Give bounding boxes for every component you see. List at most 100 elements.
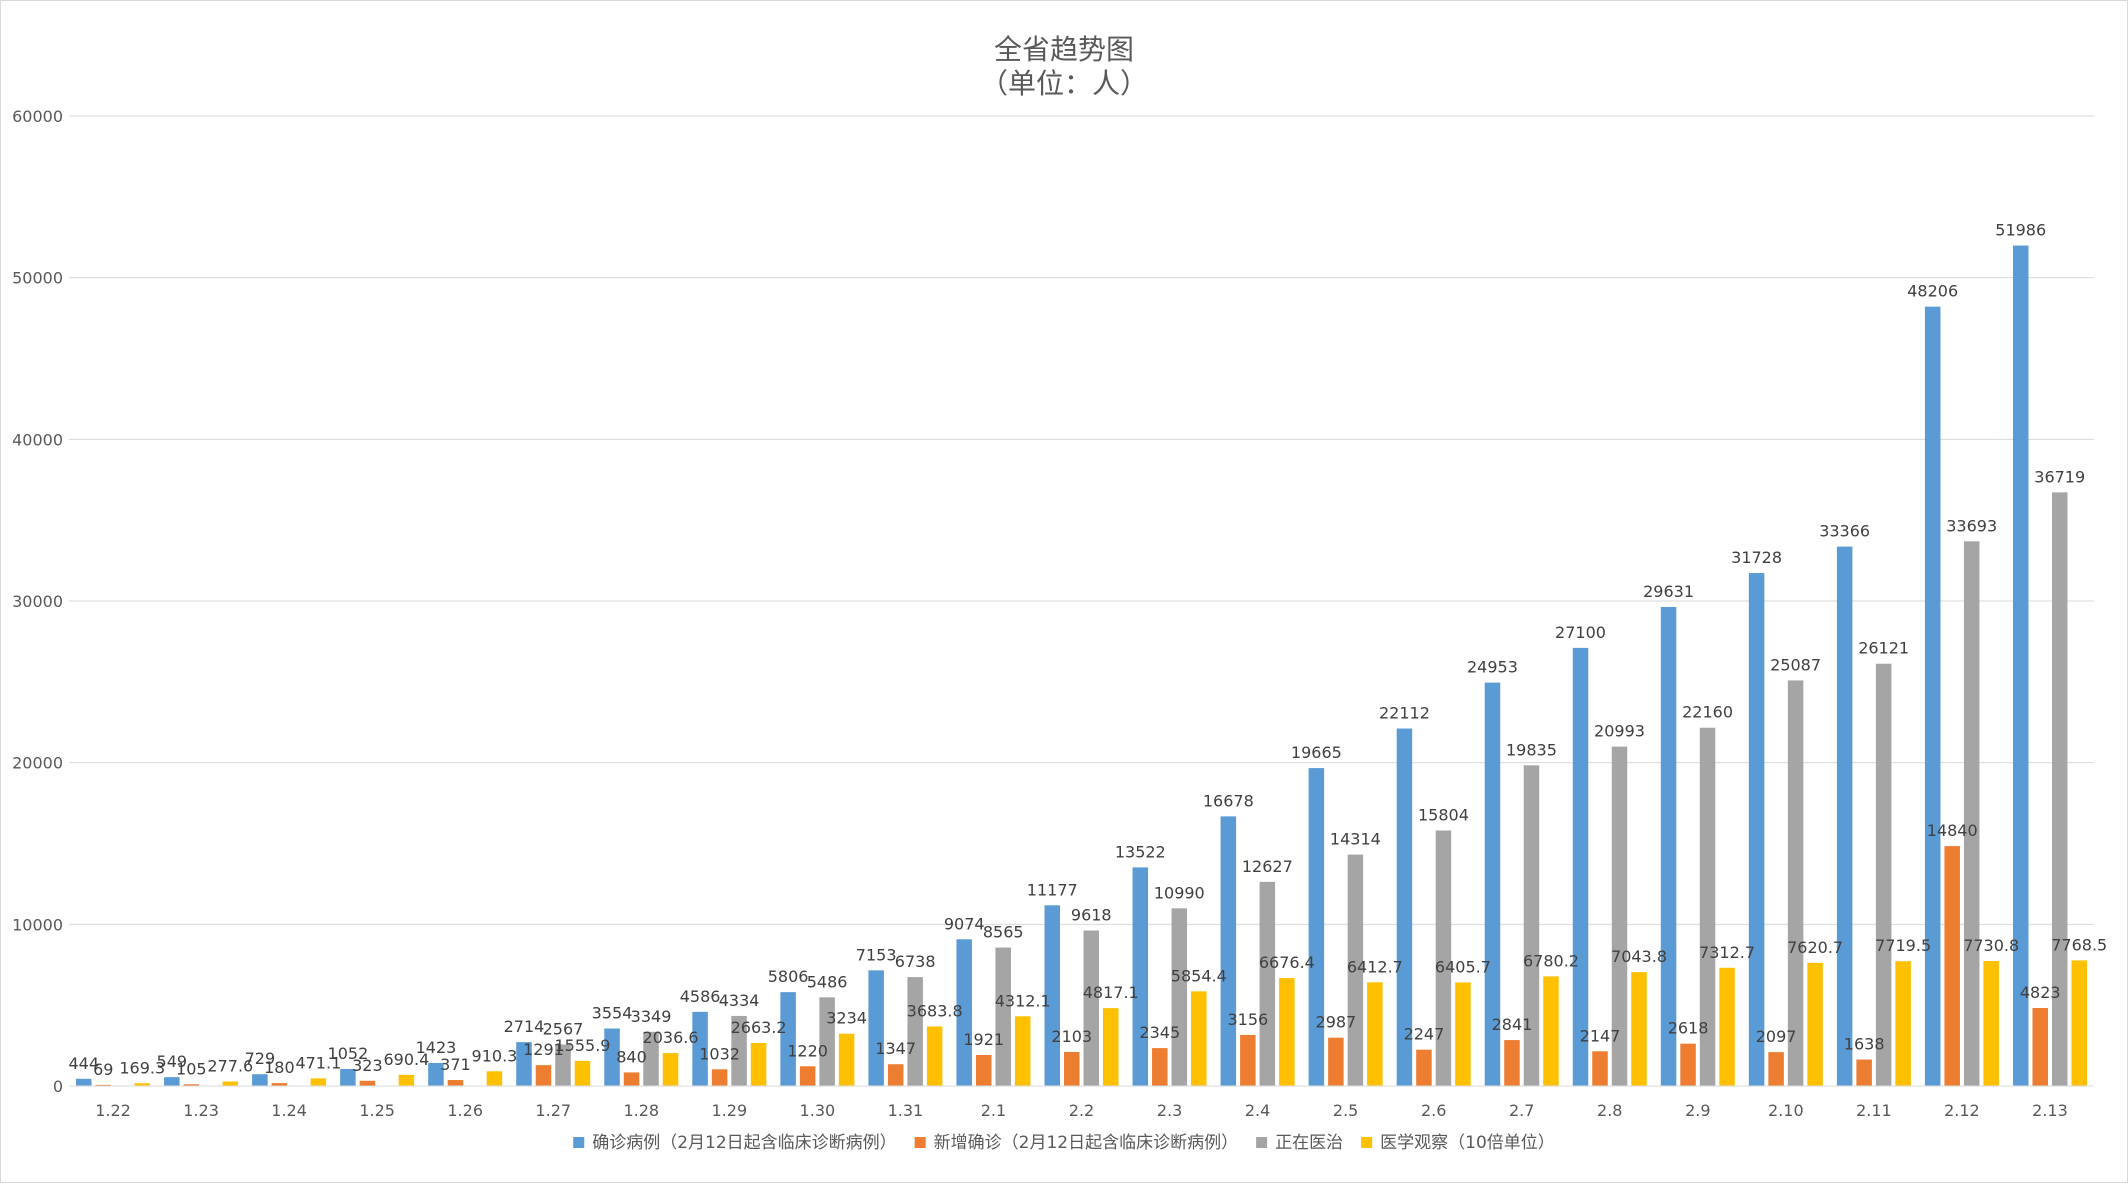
bar: [1895, 961, 1911, 1086]
bar: [1592, 1051, 1608, 1086]
bar: [1963, 541, 1980, 1086]
bar: [1699, 727, 1716, 1086]
data-label: 3683.8: [907, 1001, 963, 1020]
bar: [1083, 930, 1099, 1086]
bar: [1983, 961, 1999, 1086]
data-label: 1220: [787, 1041, 828, 1060]
data-label: 12627: [1242, 857, 1293, 876]
data-label: 2103: [1051, 1027, 1092, 1046]
data-label: 19835: [1506, 740, 1557, 759]
x-tick-label: 2.13: [2032, 1101, 2068, 1120]
data-label: 19665: [1291, 743, 1342, 762]
data-label: 10990: [1154, 883, 1205, 902]
data-label: 2841: [1492, 1015, 1533, 1034]
bar: [1308, 768, 1325, 1086]
bar: [1347, 854, 1364, 1086]
x-tick-label: 2.10: [1768, 1101, 1804, 1120]
x-tick-label: 1.28: [623, 1101, 659, 1120]
data-label: 6676.4: [1259, 953, 1315, 972]
x-tick-label: 2.6: [1421, 1101, 1446, 1120]
bar: [2071, 960, 2087, 1086]
bar: [447, 1080, 464, 1086]
data-label: 180: [264, 1058, 295, 1077]
bars: [76, 245, 2087, 1086]
bar: [1572, 647, 1589, 1086]
bar: [95, 1084, 112, 1086]
y-tick-label: 60000: [12, 107, 63, 126]
bar: [1484, 682, 1501, 1086]
x-tick-label: 1.27: [535, 1101, 571, 1120]
data-label: 69: [93, 1060, 113, 1079]
data-label: 31728: [1731, 548, 1782, 567]
bar: [1680, 1043, 1696, 1086]
x-tick-label: 2.5: [1333, 1101, 1358, 1120]
data-label: 1555.9: [554, 1036, 610, 1055]
data-label: 7153: [856, 945, 897, 964]
data-label: 7312.7: [1699, 943, 1755, 962]
chart-title: 全省趋势图: [994, 33, 1134, 66]
data-label: 7620.7: [1787, 938, 1843, 957]
data-label: 7768.5: [2051, 935, 2107, 954]
data-label: 2247: [1404, 1025, 1445, 1044]
bar: [731, 1015, 747, 1086]
data-label: 2345: [1139, 1023, 1180, 1042]
data-label: 4817.1: [1083, 983, 1139, 1002]
y-tick-label: 0: [53, 1077, 63, 1096]
bar: [956, 939, 972, 1086]
bar: [359, 1080, 376, 1086]
data-label: 16678: [1203, 791, 1254, 810]
bar: [1103, 1008, 1119, 1086]
data-label: 15804: [1418, 806, 1469, 825]
legend-swatch: [573, 1137, 585, 1148]
bar: [643, 1031, 659, 1086]
x-tick-label: 2.9: [1685, 1101, 1710, 1120]
bar: [252, 1074, 268, 1086]
data-label: 729: [245, 1049, 276, 1068]
data-label: 840: [616, 1047, 647, 1066]
bar: [692, 1011, 708, 1086]
bar: [1944, 846, 1960, 1086]
data-label: 169.3: [119, 1058, 165, 1077]
x-tick-label: 1.29: [712, 1101, 748, 1120]
bar: [1836, 546, 1853, 1086]
bar: [516, 1042, 532, 1086]
data-label: 2618: [1668, 1019, 1709, 1038]
data-label: 3554: [592, 1004, 633, 1023]
bar: [1435, 830, 1452, 1086]
x-axis: 1.22 1.23 1.24 1.25 1.26 1.27 1.28 1.29 1.30 1.31…: [69, 1085, 2094, 1120]
data-label: 8565: [983, 923, 1024, 942]
bar: [574, 1060, 591, 1086]
data-label: 3156: [1227, 1010, 1268, 1029]
data-label: 20993: [1594, 722, 1645, 741]
data-label: 4334: [719, 991, 760, 1010]
bar: [271, 1083, 288, 1086]
data-label: 14840: [1927, 821, 1978, 840]
legend-label: 确诊病例（2月12日起含临床诊断病例）: [592, 1133, 896, 1153]
bar: [995, 947, 1011, 1086]
x-tick-label: 2.11: [1856, 1101, 1892, 1120]
data-label: 48206: [1907, 282, 1958, 301]
bar: [1504, 1040, 1520, 1086]
bar: [1924, 306, 1941, 1086]
bar: [780, 992, 796, 1086]
y-tick-label: 30000: [12, 592, 63, 611]
bar: [1152, 1048, 1168, 1086]
bar: [1455, 982, 1471, 1086]
bar: [604, 1028, 620, 1086]
bar: [535, 1065, 552, 1086]
data-label: 22112: [1379, 704, 1430, 723]
data-label: 471.1: [295, 1053, 341, 1072]
x-tick-label: 2.2: [1069, 1101, 1094, 1120]
bar: [1875, 663, 1892, 1086]
data-label: 5854.4: [1171, 966, 1227, 985]
data-label: 3234: [826, 1009, 867, 1028]
data-label: 33693: [1946, 516, 1997, 535]
bar: [1611, 746, 1628, 1086]
bar: [799, 1066, 816, 1086]
bar: [819, 997, 835, 1086]
data-label: 7730.8: [1963, 936, 2019, 955]
x-tick-label: 2.1: [981, 1101, 1006, 1120]
y-tick-label: 20000: [12, 754, 63, 773]
bar: [1064, 1052, 1080, 1086]
